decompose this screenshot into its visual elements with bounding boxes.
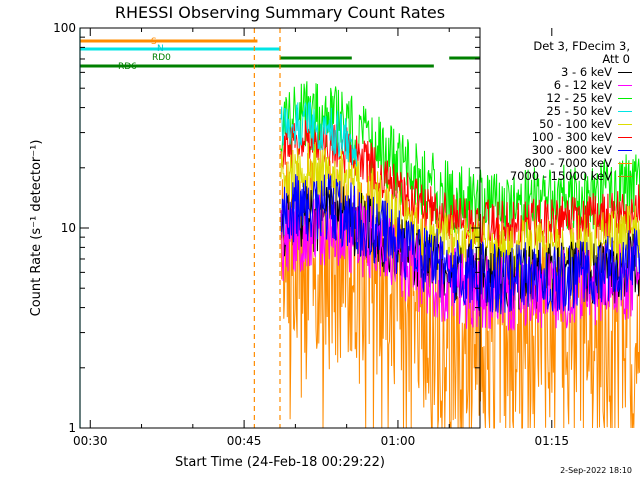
legend-entry: 3 - 6 keV [486,66,632,79]
legend-swatch [618,150,632,151]
generation-timestamp: 2-Sep-2022 18:10 [560,466,632,475]
legend-entry: 12 - 25 keV [486,92,632,105]
legend-swatch [618,72,632,73]
y-axis-label: Count Rate (s⁻¹ detector⁻¹) [29,140,44,317]
series-line-2 [280,81,640,240]
legend-label: 800 - 7000 keV [524,156,612,170]
x-tick-label-1: 00:45 [227,434,262,448]
legend-swatch [618,176,632,177]
legend-label: 12 - 25 keV [546,91,612,105]
legend-label: 300 - 800 keV [531,143,612,157]
legend-swatch [618,137,632,138]
x-axis-label: Start Time (24-Feb-18 00:29:22) [175,455,385,470]
y-tick-label-1: 10 [61,221,76,235]
x-tick-label-0: 00:30 [73,434,108,448]
series-line-6 [280,173,640,315]
x-tick-label-3: 01:15 [534,434,569,448]
legend-entry: 7000 - 15000 keV [486,170,632,183]
legend-entry: 50 - 100 keV [486,118,632,131]
legend-label: 50 - 100 keV [539,117,612,131]
legend-label: 7000 - 15000 keV [509,169,612,183]
legend-swatch [618,85,632,86]
legend-entry: 6 - 12 keV [486,79,632,92]
legend-header-line2: Att 0 [602,52,630,66]
legend-rows: 3 - 6 keV 6 - 12 keV 12 - 25 keV 25 - 50 ke… [486,66,632,183]
series-layer [280,81,640,429]
legend-entry: 25 - 50 keV [486,105,632,118]
y-tick-label-2: 100 [53,21,76,35]
series-line-3 [280,100,358,167]
flag-n-label: N [157,44,164,54]
axes: 00:3000:4501:0001:1501:3001:4502:0011010… [53,21,569,448]
legend-label: 25 - 50 keV [546,104,612,118]
x-tick-label-2: 01:00 [381,434,416,448]
legend-header-line1: Det 3, FDecim 3, [533,39,630,53]
legend-swatch [618,111,632,112]
y-tick-label-0: 1 [68,421,76,435]
legend-label: 100 - 300 keV [531,130,612,144]
flag-s-label: S [151,37,157,47]
flag-rd0-label: RD0 [152,53,171,63]
legend-label: 6 - 12 keV [553,78,612,92]
legend-label: 3 - 6 keV [561,65,612,79]
legend: Det 3, FDecim 3, Att 0 3 - 6 keV 6 - 12 k… [486,40,632,183]
flag-rd6-label: RD6 [118,62,137,72]
legend-swatch [618,98,632,99]
series-line-5 [280,118,640,248]
legend-swatch [618,163,632,164]
legend-swatch [618,124,632,125]
legend-entry: 100 - 300 keV [486,131,632,144]
legend-entry: 800 - 7000 keV [486,157,632,170]
chart-title: RHESSI Observing Summary Count Rates [115,3,445,22]
legend-entry: 300 - 800 keV [486,144,632,157]
